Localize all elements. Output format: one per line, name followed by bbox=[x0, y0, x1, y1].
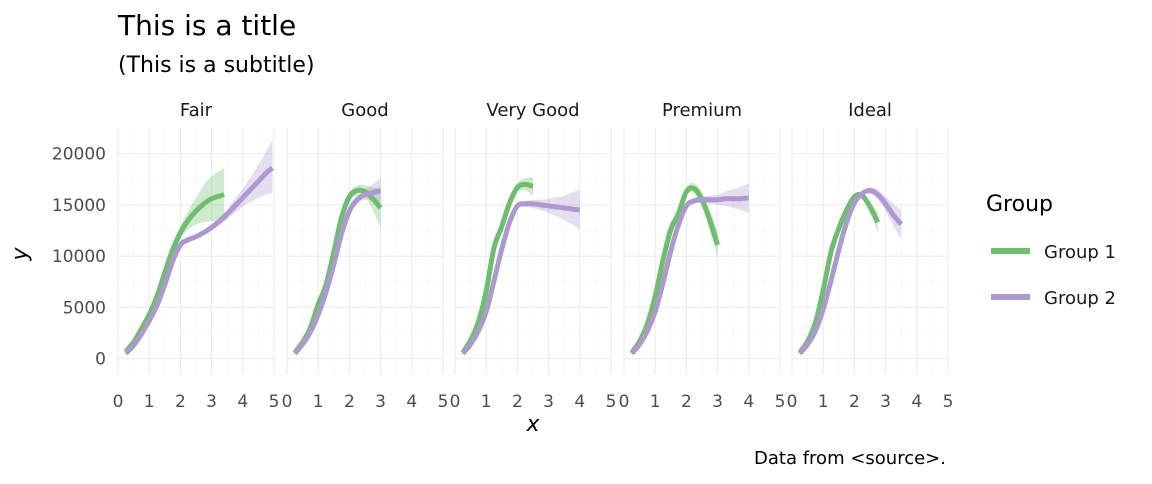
x-tick-label: 2 bbox=[681, 392, 692, 412]
chart-caption: Data from <source>. bbox=[754, 448, 946, 469]
x-tick-label: 3 bbox=[206, 392, 217, 412]
x-tick-label: 1 bbox=[144, 392, 155, 412]
facet-panel: Good 0 1 2 3 4 5 bbox=[282, 100, 449, 412]
facet-label: Good bbox=[341, 100, 388, 121]
x-tick-label: 1 bbox=[818, 392, 829, 412]
facet-label: Premium bbox=[662, 100, 742, 121]
x-tick-label: 4 bbox=[406, 392, 417, 412]
x-tick-label: 2 bbox=[344, 392, 355, 412]
x-tick-label: 4 bbox=[237, 392, 248, 412]
x-tick-label: 1 bbox=[650, 392, 661, 412]
facet-label: Fair bbox=[180, 100, 213, 121]
x-tick-label: 4 bbox=[743, 392, 754, 412]
x-tick-label: 4 bbox=[911, 392, 922, 412]
series-line-group-1 bbox=[629, 185, 720, 354]
facet-label: Very Good bbox=[486, 100, 579, 121]
facet-label: Ideal bbox=[848, 100, 892, 121]
x-tick-label: 3 bbox=[712, 392, 723, 412]
x-axis-title: x bbox=[525, 412, 540, 437]
chart-title: This is a title bbox=[117, 9, 296, 42]
x-tick-label: 0 bbox=[450, 392, 461, 412]
x-tick-label: 5 bbox=[438, 392, 449, 412]
legend-label-group-2: Group 2 bbox=[1044, 288, 1116, 309]
y-tick-label: 0 bbox=[95, 350, 106, 370]
x-tick-label: 5 bbox=[943, 392, 954, 412]
x-tick-label: 1 bbox=[313, 392, 324, 412]
x-tick-label: 0 bbox=[787, 392, 798, 412]
facet-panel: Ideal 0 1 2 3 4 5 bbox=[787, 100, 954, 412]
series-line-group-1 bbox=[292, 187, 383, 355]
series-line-group-2 bbox=[797, 188, 904, 356]
x-tick-label: 2 bbox=[849, 392, 860, 412]
facet-panel: Fair 0 1 2 3 4 5 bbox=[113, 100, 280, 412]
x-tick-label: 0 bbox=[113, 392, 124, 412]
x-tick-label: 5 bbox=[269, 392, 280, 412]
y-tick-label: 5000 bbox=[63, 298, 106, 318]
series-line-group-2 bbox=[123, 166, 275, 356]
x-tick-label: 2 bbox=[512, 392, 523, 412]
confidence-band-group-2 bbox=[799, 187, 902, 356]
legend-title: Group bbox=[986, 192, 1053, 217]
y-tick-label: 20000 bbox=[52, 145, 106, 165]
x-tick-label: 0 bbox=[619, 392, 630, 412]
x-tick-label: 3 bbox=[375, 392, 386, 412]
chart-subtitle: (This is a subtitle) bbox=[118, 53, 315, 78]
x-tick-label: 4 bbox=[574, 392, 585, 412]
series-line-group-2 bbox=[460, 201, 581, 356]
x-tick-label: 3 bbox=[880, 392, 891, 412]
y-axis-title: y bbox=[8, 247, 33, 262]
x-tick-label: 5 bbox=[606, 392, 617, 412]
series-line-group-2 bbox=[292, 188, 382, 356]
x-tick-label: 1 bbox=[481, 392, 492, 412]
series-line-group-2 bbox=[629, 195, 750, 356]
legend-label-group-1: Group 1 bbox=[1044, 242, 1116, 263]
x-tick-label: 3 bbox=[543, 392, 554, 412]
x-tick-label: 5 bbox=[775, 392, 786, 412]
facet-panel: Very Good 0 1 2 3 4 5 bbox=[450, 100, 617, 412]
x-tick-label: 0 bbox=[282, 392, 293, 412]
facet-panel: Premium 0 1 2 3 4 5 bbox=[619, 100, 786, 412]
series-line-group-1 bbox=[123, 192, 225, 354]
series-line-group-1 bbox=[797, 192, 881, 354]
legend: Group Group 1 Group 2 bbox=[986, 192, 1116, 309]
y-tick-label: 15000 bbox=[52, 196, 106, 216]
x-tick-label: 2 bbox=[175, 392, 186, 412]
confidence-band-group-1 bbox=[125, 167, 225, 355]
series-line-group-1 bbox=[460, 181, 534, 354]
y-tick-label: 10000 bbox=[52, 247, 106, 267]
